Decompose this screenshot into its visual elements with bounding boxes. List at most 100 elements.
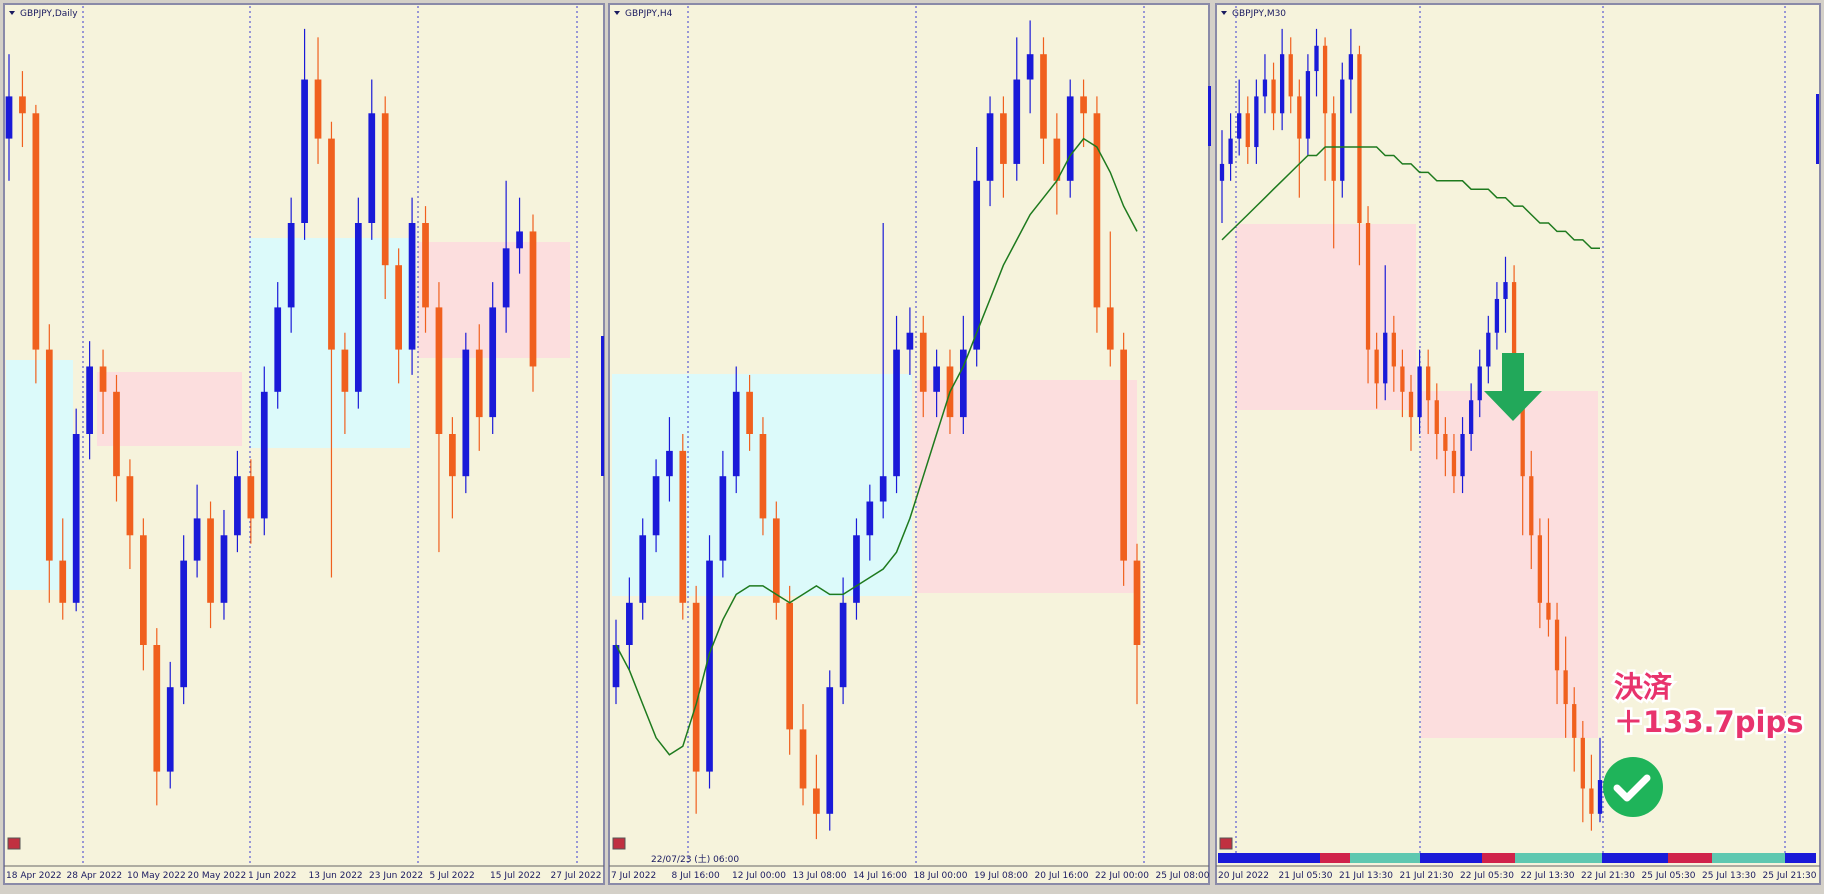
x-tick-label: 20 Jul 16:00 <box>1035 871 1089 881</box>
candle-body <box>866 501 874 536</box>
x-tick-label: 18 Apr 2022 <box>6 871 62 881</box>
candle-body <box>626 602 633 645</box>
candle-body <box>1271 79 1276 114</box>
candle-body <box>1000 113 1007 164</box>
candle-body <box>1288 54 1293 97</box>
x-tick-label: 22 Jul 00:00 <box>1095 871 1149 881</box>
candle-body <box>1357 54 1362 224</box>
candle-body <box>193 518 201 561</box>
session-bar <box>1350 853 1420 863</box>
chart-window[interactable]: GBPJPY,H4 7 Jul 2022 8 Jul 16:00 12 Jul 00:… <box>608 3 1210 885</box>
candle-body <box>435 307 443 434</box>
x-tick-label: 25 Jul 21:30 <box>1763 871 1817 881</box>
candle-body <box>462 349 470 477</box>
check-icon <box>1603 757 1663 817</box>
x-tick-label: 20 May 2022 <box>188 871 247 881</box>
candle-body <box>328 138 335 350</box>
candle-body <box>1013 79 1021 164</box>
session-bar <box>1420 853 1482 863</box>
candle-body <box>287 223 295 308</box>
candle-body <box>1443 434 1448 451</box>
candle-body <box>1426 366 1431 401</box>
x-tick-label: 5 Jul 2022 <box>430 871 475 881</box>
candle-body <box>1237 113 1242 139</box>
candle-body <box>207 518 214 603</box>
x-tick-label: 25 Jul 08:00 <box>1156 871 1210 881</box>
scrollbar-thumb <box>1816 94 1819 164</box>
x-tick-label: 22 Jul 05:30 <box>1460 871 1514 881</box>
x-tick-label: 27 Jul 2022 <box>551 871 602 881</box>
candle-body <box>99 366 107 392</box>
candle-body <box>1254 96 1259 148</box>
toolbar-icon[interactable] <box>7 837 21 850</box>
candle-body <box>395 265 402 350</box>
entry-arrow <box>1484 353 1542 421</box>
x-tick-label: 22 Jul 13:30 <box>1521 871 1575 881</box>
candle-body <box>666 450 673 477</box>
candle-body <box>1219 163 1225 181</box>
zone-box <box>917 380 1137 593</box>
window-menu-icon <box>614 11 620 15</box>
candle-body <box>1580 737 1585 789</box>
x-tick-label: 23 Jun 2022 <box>369 871 423 881</box>
candle-body <box>772 518 780 603</box>
x-tick-label: 21 Jul 13:30 <box>1339 871 1393 881</box>
candle-body <box>612 645 620 688</box>
candle-body <box>1503 282 1508 299</box>
x-tick-label: 25 Jul 13:30 <box>1702 871 1756 881</box>
candle-body <box>45 349 53 561</box>
x-tick-label: 28 Apr 2022 <box>67 871 123 881</box>
candle-body <box>1305 71 1311 139</box>
x-tick-label: 22 Jul 21:30 <box>1581 871 1635 881</box>
candle-body <box>1262 79 1268 97</box>
candle-body <box>639 535 647 603</box>
candle-body <box>893 349 900 477</box>
candle-body <box>652 476 660 536</box>
candle-body <box>1520 391 1525 477</box>
x-tick-label: 21 Jul 21:30 <box>1400 871 1454 881</box>
session-bar <box>1712 853 1785 863</box>
candle-body <box>746 391 753 434</box>
candle-body <box>1408 391 1414 418</box>
candle-body <box>301 79 308 224</box>
chart-window[interactable]: GBPJPY,Daily 18 Apr 2022 28 Apr 2022 10 May… <box>3 3 605 885</box>
candle-body <box>1066 96 1074 181</box>
candle-body <box>973 180 981 350</box>
window-menu-icon <box>1221 11 1227 15</box>
chart-window[interactable]: GBPJPY,M30 20 Jul 2022 21 Jul 05:30 21 Jul … <box>1215 3 1821 885</box>
candle-body <box>32 113 40 350</box>
candle-body <box>449 434 456 477</box>
session-bar <box>1515 853 1602 863</box>
check-mark <box>1613 774 1651 802</box>
candle-body <box>1133 560 1141 645</box>
candle-body <box>1477 366 1482 401</box>
session-bar <box>1320 853 1350 863</box>
candle-body <box>153 645 161 772</box>
candle-body <box>1546 602 1551 620</box>
candle-body <box>489 307 497 418</box>
toolbar-icon[interactable] <box>612 837 626 850</box>
candle-body <box>1279 54 1285 114</box>
candle-body <box>1228 138 1233 164</box>
zone-box <box>6 360 73 590</box>
candle-body <box>679 450 687 603</box>
session-bar <box>1482 853 1515 863</box>
candle-body <box>274 307 282 392</box>
candle-body <box>732 391 740 477</box>
candle-body <box>19 96 26 114</box>
toolbar-icon[interactable] <box>1219 837 1233 850</box>
chart-title: GBPJPY,H4 <box>625 9 673 19</box>
zone-box <box>1236 224 1416 410</box>
candle-body <box>706 560 713 772</box>
candle-body <box>1297 96 1302 139</box>
candle-body <box>140 535 147 645</box>
candle-body <box>234 476 241 536</box>
candle-body <box>368 113 376 223</box>
candle-body <box>1026 54 1034 80</box>
candle-body <box>1511 282 1517 392</box>
x-tick-label: 20 Jul 2022 <box>1218 871 1269 881</box>
chart-title: GBPJPY,Daily <box>20 9 78 19</box>
candle-body <box>1597 780 1603 814</box>
candle-body <box>1572 704 1577 738</box>
